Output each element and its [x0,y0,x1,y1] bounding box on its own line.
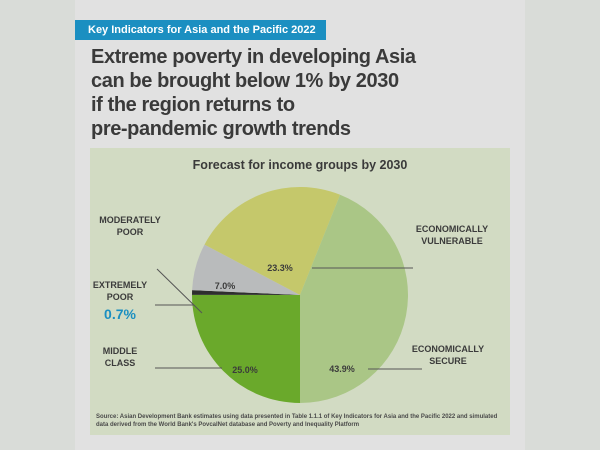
headline: Extreme poverty in developing Asia can b… [91,45,521,141]
pie-slice-economically-secure [300,194,408,403]
slice-value-label: 0.7% [104,306,136,322]
slice-category-label: MODERATELY [99,215,161,225]
slice-value-label: 25.0% [232,365,258,375]
report-banner: Key Indicators for Asia and the Pacific … [75,20,326,40]
slice-category-label: EXTREMELY [93,280,147,290]
slice-category-label: POOR [117,227,144,237]
slice-category-label: ECONOMICALLY [412,344,484,354]
slice-category-label: ECONOMICALLY [416,224,488,234]
slice-value-label: 43.9% [329,364,355,374]
slice-value-label: 23.3% [267,263,293,273]
headline-line: pre-pandemic growth trends [91,118,351,140]
chart-panel: Forecast for income groups by 2030 MIDDL… [90,148,510,435]
slice-category-label: VULNERABLE [421,236,483,246]
chart-title: Forecast for income groups by 2030 [192,158,408,172]
leader-line [156,268,203,314]
pie-chart: MIDDLE CLASS 25.0% EXTREMELY POOR 0.7% MODERAT… [93,187,488,403]
slice-value-label: 7.0% [215,281,236,291]
slice-category-label: MIDDLE [103,346,138,356]
slice-category-label: POOR [107,292,134,302]
slice-category-label: SECURE [429,356,467,366]
pie-slice-middle-class [192,294,300,403]
source-note: Source: Asian Development Bank estimates… [96,414,498,428]
pie-slice-moderately-poor [192,244,300,295]
pie-slice-economically-vulnerable [204,187,341,295]
headline-line: Extreme poverty in developing Asia [91,46,416,68]
headline-line: if the region returns to [91,94,295,116]
slice-category-label: CLASS [105,358,136,368]
pie-slice-extremely-poor [192,290,300,295]
headline-line: can be brought below 1% by 2030 [91,70,399,92]
